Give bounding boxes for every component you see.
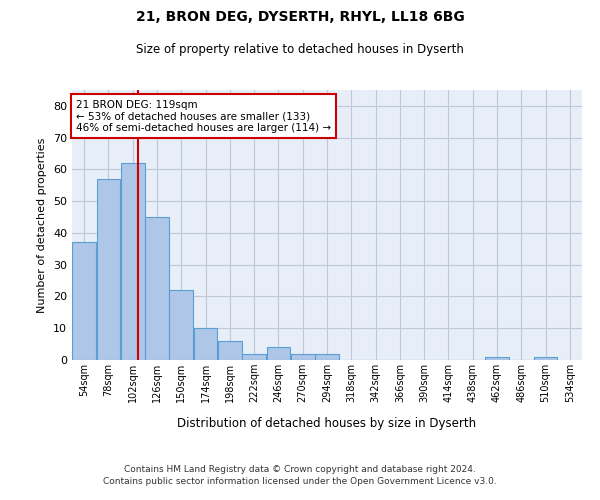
Text: Contains public sector information licensed under the Open Government Licence v3: Contains public sector information licen… — [103, 478, 497, 486]
Bar — [121, 163, 145, 360]
Bar — [97, 179, 121, 360]
Bar — [145, 217, 169, 360]
Bar — [169, 290, 193, 360]
Bar — [315, 354, 339, 360]
Bar — [533, 357, 557, 360]
Text: Distribution of detached houses by size in Dyserth: Distribution of detached houses by size … — [178, 418, 476, 430]
Bar — [485, 357, 509, 360]
Text: 21, BRON DEG, DYSERTH, RHYL, LL18 6BG: 21, BRON DEG, DYSERTH, RHYL, LL18 6BG — [136, 10, 464, 24]
Text: 21 BRON DEG: 119sqm
← 53% of detached houses are smaller (133)
46% of semi-detac: 21 BRON DEG: 119sqm ← 53% of detached ho… — [76, 100, 331, 132]
Bar — [291, 354, 314, 360]
Bar — [194, 328, 217, 360]
Text: Size of property relative to detached houses in Dyserth: Size of property relative to detached ho… — [136, 42, 464, 56]
Bar — [218, 341, 242, 360]
Y-axis label: Number of detached properties: Number of detached properties — [37, 138, 47, 312]
Bar — [266, 348, 290, 360]
Bar — [242, 354, 266, 360]
Bar — [72, 242, 96, 360]
Text: Contains HM Land Registry data © Crown copyright and database right 2024.: Contains HM Land Registry data © Crown c… — [124, 465, 476, 474]
